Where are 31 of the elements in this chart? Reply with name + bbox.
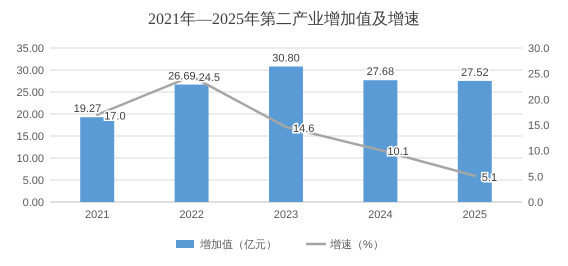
data-label: 19.27 — [74, 103, 102, 116]
y2-tick-label: 30.0 — [528, 43, 550, 55]
y2-tick-label: 25.0 — [528, 68, 550, 81]
y-tick-label: 25.00 — [16, 87, 44, 99]
x-tick-label: 2022 — [179, 209, 204, 221]
x-tick-label: 2023 — [274, 209, 298, 221]
y-tick-label: 20.00 — [16, 109, 44, 121]
y-tick-label: 15.00 — [16, 131, 44, 143]
y2-tick-label: 0.0 — [528, 197, 544, 209]
data-label: 30.80 — [272, 52, 300, 64]
x-tick-label: 2021 — [84, 209, 110, 221]
x-tick-label: 2025 — [462, 209, 488, 221]
bar — [174, 84, 209, 202]
y-tick-label: 10.00 — [16, 153, 44, 165]
legend-label: 增速（%） — [329, 238, 384, 251]
x-tick-label: 2024 — [368, 209, 393, 221]
y-tick-label: 0.00 — [22, 197, 44, 209]
data-label: 26.69 — [168, 70, 196, 83]
y2-tick-label: 10.0 — [528, 146, 550, 158]
y2-tick-label: 5.0 — [528, 171, 544, 184]
legend-label: 增加值（亿元） — [199, 238, 277, 251]
y-tick-label: 5.00 — [22, 175, 44, 187]
data-label: 27.68 — [366, 66, 394, 78]
data-label: 17.0 — [104, 110, 126, 123]
y-tick-label: 30.00 — [16, 65, 44, 77]
data-label: 27.52 — [461, 66, 489, 79]
y2-tick-label: 15.0 — [528, 120, 550, 132]
data-label: 24.5 — [198, 72, 220, 84]
y-tick-label: 35.00 — [16, 43, 44, 55]
chart-title: 2021年—2025年第二产业增加值及增速 — [148, 10, 420, 28]
y2-tick-label: 20.0 — [528, 94, 550, 106]
